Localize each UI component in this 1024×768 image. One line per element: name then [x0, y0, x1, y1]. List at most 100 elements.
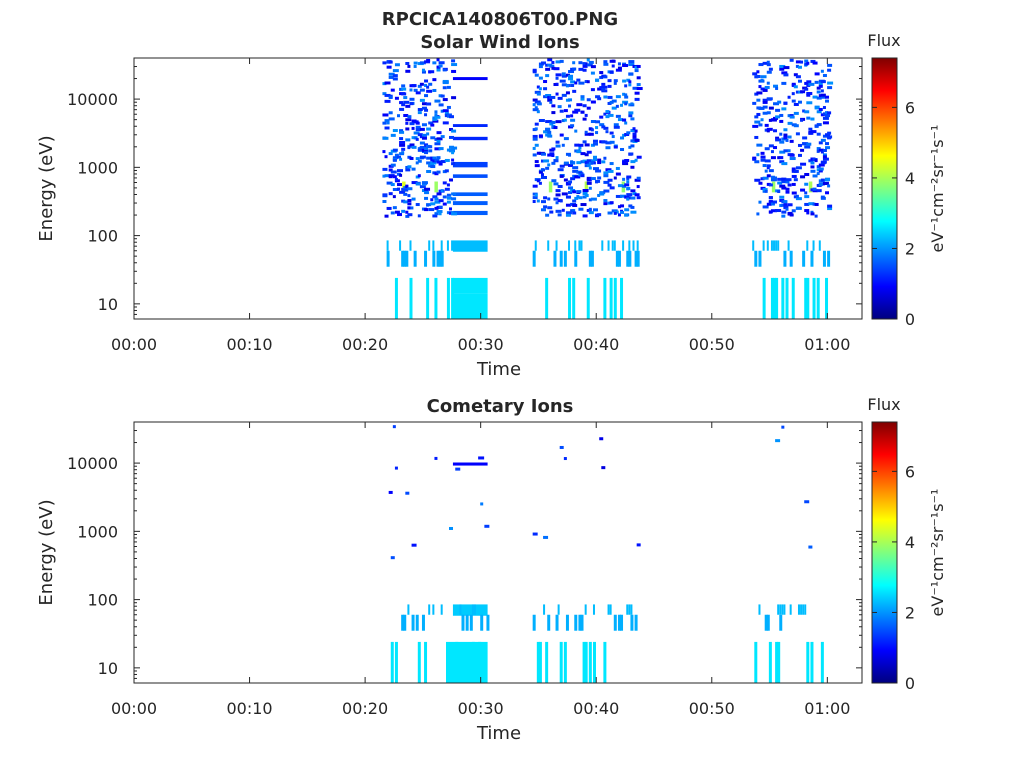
flux-block: [452, 293, 488, 319]
flux-cell: [827, 184, 831, 188]
flux-cell: [603, 174, 609, 178]
flux-cell: [802, 604, 805, 615]
flux-cell: [421, 133, 427, 137]
flux-cell: [392, 156, 398, 160]
flux-cell: [592, 155, 597, 159]
flux-cell: [430, 156, 435, 160]
flux-cell: [806, 93, 811, 97]
flux-cell: [783, 73, 789, 77]
flux-cell: [576, 190, 582, 194]
flux-cell: [613, 614, 617, 631]
flux-cell: [773, 240, 776, 251]
flux-cell: [394, 466, 398, 470]
flux-cell: [394, 177, 398, 181]
flux-cell: [816, 165, 821, 169]
flux-cell: [636, 176, 641, 180]
flux-cell: [806, 240, 809, 251]
flux-cell: [827, 111, 832, 115]
flux-cell: [818, 148, 824, 152]
flux-cell: [783, 250, 787, 267]
flux-cell: [617, 184, 623, 188]
flux-cell: [421, 106, 427, 110]
flux-cell: [814, 124, 819, 128]
flux-cell: [403, 100, 410, 104]
flux-cell: [390, 641, 394, 683]
flux-cell: [781, 277, 785, 319]
flux-cell: [584, 113, 588, 117]
flux-cell: [570, 80, 576, 84]
flux-cell: [570, 177, 576, 181]
flux-cell: [411, 126, 415, 130]
flux-cell: [808, 127, 813, 131]
flux-cell: [586, 159, 592, 163]
flux-cell: [451, 63, 458, 67]
flux-cell: [812, 189, 818, 193]
flux-cell: [413, 131, 420, 135]
flux-cell: [820, 641, 824, 683]
flux-cell: [613, 277, 617, 319]
flux-cell: [634, 614, 638, 631]
flux-cell: [432, 604, 435, 615]
flux-cell: [434, 115, 441, 119]
flux-cell: [597, 161, 602, 165]
flux-cell: [421, 68, 425, 72]
flux-cell: [752, 72, 758, 76]
flux-cell: [549, 100, 553, 104]
flux-cell: [532, 103, 536, 107]
flux-cell: [563, 178, 568, 182]
flux-cell: [766, 81, 770, 85]
flux-cell: [394, 641, 398, 683]
flux-cell: [777, 100, 782, 104]
flux-cell: [599, 115, 604, 119]
flux-cell: [827, 207, 833, 211]
flux-cell: [793, 195, 798, 199]
flux-cell: [628, 83, 632, 87]
flux-cell: [438, 64, 443, 68]
flux-cell: [411, 181, 418, 185]
flux-cell: [449, 149, 456, 153]
flux-cell: [814, 202, 819, 206]
flux-cell: [555, 120, 562, 124]
flux-cell: [538, 76, 543, 80]
flux-cell: [628, 604, 631, 615]
flux-cell: [626, 193, 633, 197]
flux-cell: [432, 156, 437, 160]
flux-cell: [424, 143, 429, 147]
flux-cell: [611, 99, 617, 103]
flux-cell: [424, 113, 428, 117]
flux-cell: [424, 151, 429, 155]
flux-cell: [434, 277, 438, 319]
flux-cell: [756, 112, 761, 116]
flux-cell: [762, 189, 766, 193]
flux-cell: [405, 184, 409, 188]
flux-cell: [609, 201, 614, 205]
flux-cell: [397, 183, 403, 187]
flux-cell: [399, 173, 403, 177]
flux-cell: [624, 159, 630, 163]
flux-cell: [795, 64, 799, 68]
flux-cell: [770, 209, 777, 213]
flux-cell: [630, 117, 635, 121]
flux-cell: [603, 641, 607, 683]
flux-cell: [438, 212, 442, 216]
flux-cell: [785, 138, 789, 142]
flux-cell: [766, 60, 770, 64]
flux-cell: [417, 159, 422, 163]
flux-cell: [572, 277, 576, 319]
flux-cell: [399, 190, 406, 194]
flux-cell: [411, 145, 417, 149]
flux-cell: [622, 133, 627, 137]
flux-cell: [582, 191, 588, 195]
colorbar-tick-label: 6: [905, 98, 915, 117]
flux-cell: [549, 152, 555, 156]
flux-cell: [409, 277, 413, 319]
panel-title: Cometary Ions: [427, 396, 574, 417]
flux-cell: [793, 102, 799, 106]
flux-cell: [607, 240, 610, 251]
flux-cell: [576, 161, 582, 165]
flux-cell: [793, 73, 798, 77]
flux-cell: [582, 641, 586, 683]
flux-cell: [407, 213, 413, 217]
flux-cell: [432, 240, 435, 251]
